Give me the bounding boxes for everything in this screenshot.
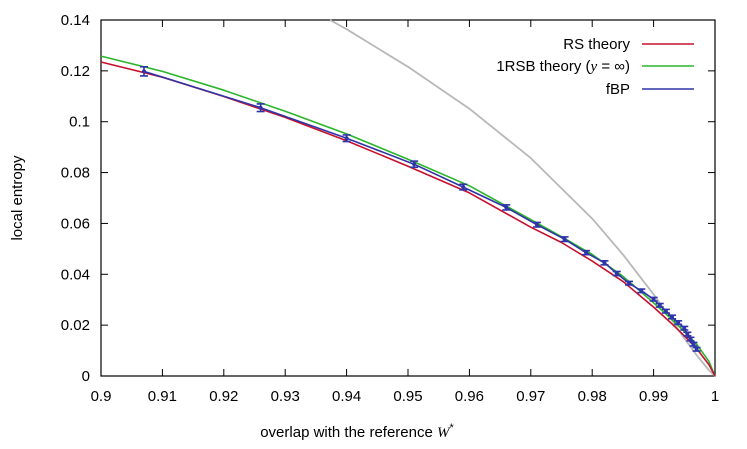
y-tick-label: 0.14	[61, 12, 90, 29]
data-point	[141, 69, 146, 74]
data-point	[670, 315, 675, 320]
x-tick-label: 0.97	[516, 388, 545, 405]
series-line-1rsb-theory-y	[100, 55, 716, 377]
series-layer	[100, 19, 716, 377]
data-point	[657, 303, 662, 308]
x-tick-label: 1	[711, 388, 719, 405]
x-axis-title-var: W	[437, 425, 451, 441]
y-tick-label: 0.04	[61, 266, 90, 283]
data-point	[682, 326, 687, 331]
data-point	[627, 281, 632, 286]
axis-ticks: 0.9 0.91 0.92 0.93 0.94 0.95 0.96 0.97 0.98 0.99 1…	[61, 12, 719, 405]
x-tick-label: 0.96	[455, 388, 484, 405]
data-point	[602, 260, 607, 265]
data-point	[614, 271, 619, 276]
x-tick-label: 0.9	[91, 388, 112, 405]
x-tick-label: 0.99	[639, 388, 668, 405]
data-point	[534, 222, 539, 227]
data-point	[663, 309, 668, 314]
data-point	[461, 185, 466, 190]
x-tick-label: 0.91	[148, 388, 177, 405]
series-line-reference-bound	[329, 19, 716, 377]
legend: RS theory 1RSB theory (y = ∞) fBP	[496, 36, 694, 98]
y-tick-label: 0.06	[61, 215, 90, 232]
data-point	[412, 162, 417, 167]
data-point	[504, 205, 509, 210]
legend-label-1rsb: 1RSB theory (y = ∞)	[496, 58, 630, 75]
data-point	[685, 332, 690, 337]
legend-1rsb-suffix: )	[625, 58, 630, 75]
data-point	[562, 237, 567, 242]
x-axis-title: overlap with the reference W*	[260, 422, 454, 441]
legend-1rsb-prefix: 1RSB theory (	[496, 58, 590, 75]
data-point	[694, 347, 699, 352]
data-point	[651, 297, 656, 302]
y-tick-label: 0.12	[61, 63, 90, 80]
data-point	[258, 105, 263, 110]
data-point	[344, 136, 349, 141]
data-point	[584, 250, 589, 255]
data-point	[639, 288, 644, 293]
x-tick-label: 0.93	[271, 388, 300, 405]
series-line-fbp	[143, 70, 698, 350]
x-tick-label: 0.95	[393, 388, 422, 405]
legend-1rsb-eq: = ∞	[597, 58, 625, 75]
x-tick-label: 0.98	[578, 388, 607, 405]
y-tick-label: 0.02	[61, 317, 90, 334]
y-axis-title: local entropy	[9, 155, 26, 241]
data-point	[688, 337, 693, 342]
x-axis-title-star: *	[449, 422, 454, 434]
legend-1rsb-var: y	[589, 59, 598, 75]
x-tick-label: 0.94	[332, 388, 361, 405]
legend-label-fbp: fBP	[606, 81, 630, 98]
data-point	[676, 320, 681, 325]
x-axis-title-text: overlap with the reference	[260, 424, 437, 441]
y-tick-label: 0.1	[69, 114, 90, 131]
legend-label-rs: RS theory	[563, 36, 630, 53]
x-tick-label: 0.92	[209, 388, 238, 405]
y-tick-label: 0	[82, 368, 90, 385]
series-line-rs-theory	[100, 61, 716, 377]
y-tick-label: 0.08	[61, 165, 90, 182]
data-point	[691, 342, 696, 347]
